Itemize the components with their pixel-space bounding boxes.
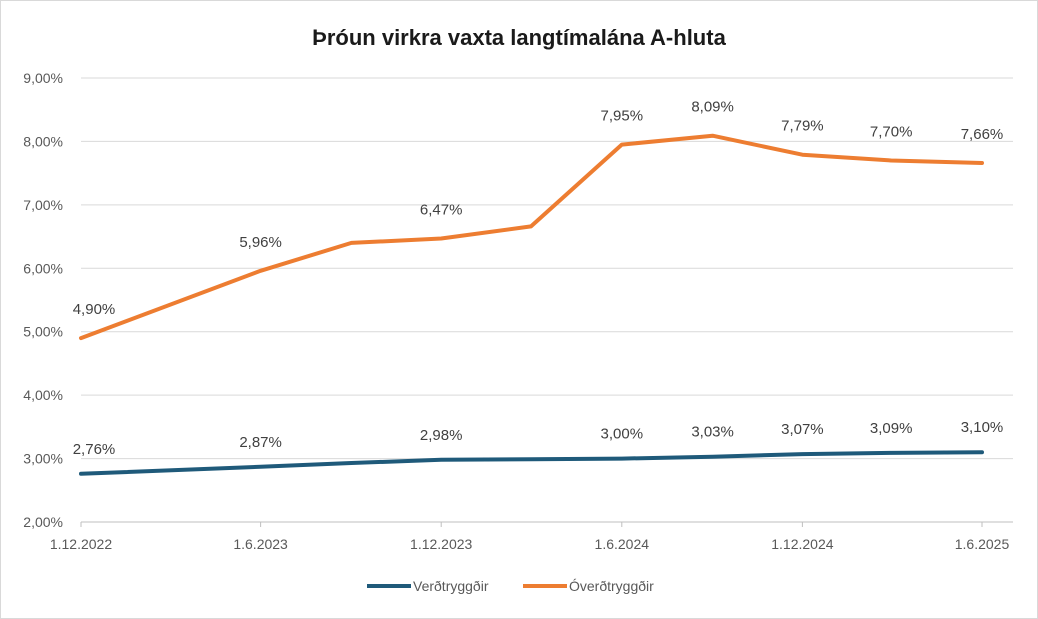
y-tick-label: 4,00% [23, 387, 63, 403]
y-tick-label: 5,00% [23, 324, 63, 340]
y-tick-label: 9,00% [23, 70, 63, 86]
legend-label: Verðtryggðir [413, 578, 489, 594]
data-label: 3,00% [601, 426, 644, 443]
x-axis: 1.12.2022 1.6.2023 1.12.2023 1.6.2024 1.12.2… [50, 522, 1010, 552]
y-tick-label: 3,00% [23, 451, 63, 467]
data-label: 7,70% [870, 123, 913, 140]
data-label: 2,76% [73, 441, 116, 458]
gridlines [81, 77, 1013, 523]
x-tick-label: 1.12.2024 [771, 536, 833, 552]
series-lines [79, 133, 984, 476]
x-tick-label: 1.6.2025 [955, 536, 1010, 552]
x-tick-label: 1.6.2023 [233, 536, 288, 552]
series-line-1 [79, 133, 984, 341]
data-label: 2,87% [239, 434, 282, 451]
data-label: 7,66% [961, 126, 1004, 143]
y-tick-label: 6,00% [23, 260, 63, 276]
y-tick-label: 8,00% [23, 133, 63, 149]
data-label: 5,96% [239, 234, 282, 251]
y-tick-label: 2,00% [23, 514, 63, 530]
series-line-0 [79, 450, 984, 476]
y-axis-ticks: 2,00% 3,00% 4,00% 5,00% 6,00% 7,00% 8,00% 9,00% [23, 70, 63, 530]
data-label: 3,10% [961, 419, 1004, 436]
data-label: 7,79% [781, 118, 824, 135]
chart-title: Þróun virkra vaxta langtímalána A-hluta [312, 25, 726, 50]
data-label: 4,90% [73, 301, 116, 318]
data-labels: 2,76% 2,87% 2,98% 3,00% 3,03% 3,07% 3,09% 3,10%… [73, 99, 1004, 458]
x-tick-label: 1.6.2024 [595, 536, 650, 552]
y-tick-label: 7,00% [23, 197, 63, 213]
legend: Verðtryggðir Óverðtryggðir [367, 578, 654, 594]
x-tick-label: 1.12.2022 [50, 536, 112, 552]
data-label: 3,03% [691, 424, 734, 441]
data-label: 3,09% [870, 420, 913, 437]
data-label: 6,47% [420, 201, 463, 218]
legend-label: Óverðtryggðir [569, 578, 654, 594]
data-label: 3,07% [781, 421, 824, 438]
x-tick-label: 1.12.2023 [410, 536, 472, 552]
data-label: 8,09% [691, 99, 734, 116]
data-label: 2,98% [420, 427, 463, 444]
data-label: 7,95% [601, 108, 644, 125]
